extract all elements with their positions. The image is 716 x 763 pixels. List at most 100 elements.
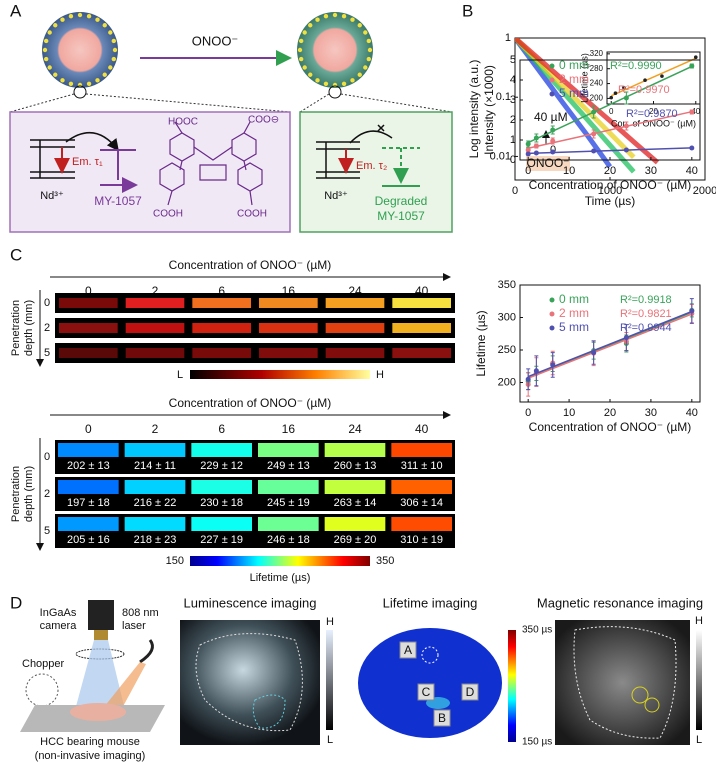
panel-label: C — [10, 245, 22, 264]
shell-dot — [298, 38, 304, 44]
legend-label: 5 mm — [559, 320, 589, 334]
lifetime-strip — [258, 480, 319, 494]
shell-dot — [43, 56, 49, 62]
shell-dot — [315, 17, 320, 22]
intensity-strip — [125, 348, 185, 358]
panel-label: B — [462, 1, 473, 20]
column-label: 0 — [85, 284, 92, 298]
point — [591, 131, 597, 137]
y-tick-label: 280 — [590, 64, 604, 73]
degraded-label: Degraded — [375, 194, 428, 208]
group-label: COO⊖ — [248, 115, 279, 126]
intensity-strip — [192, 298, 251, 308]
intensity-strip — [259, 348, 318, 358]
legend-label: 0 mm — [559, 292, 589, 306]
strip-bg — [55, 514, 455, 548]
y-axis-label: Log intensity (a.u.) — [467, 60, 481, 159]
laser-label: laser — [122, 620, 146, 632]
row-label: 2 — [44, 488, 50, 500]
lifetime-strip — [191, 480, 252, 494]
r2-label: R²=0.9990 — [610, 60, 662, 72]
shell-dot — [53, 23, 58, 28]
map-title: Concentration of ONOO⁻ (µM) — [169, 396, 332, 410]
intensity-strip — [125, 298, 185, 308]
r2-label: R²=0.9970 — [618, 84, 670, 96]
point — [693, 55, 698, 59]
panel-label: A — [10, 1, 22, 20]
y-axis-label: Lifetime (µs) — [579, 53, 589, 103]
lifetime-value: 214 ± 11 — [134, 460, 176, 472]
shell-dot — [323, 81, 329, 87]
y-tick-label: 1 — [505, 32, 511, 44]
colorbar — [190, 556, 370, 566]
shell-dot — [315, 78, 320, 83]
panel-label: D — [10, 593, 22, 612]
row-label: 5 — [44, 347, 50, 359]
shell-dot — [111, 38, 117, 44]
fit-line — [527, 310, 693, 378]
shell-dot — [367, 47, 373, 53]
shell-dot — [298, 56, 304, 62]
shell-dot — [363, 30, 368, 35]
x-tick-label: 0 — [609, 107, 614, 116]
column-label: 2 — [152, 284, 159, 298]
legend-marker — [549, 311, 555, 317]
row-label: 5 — [44, 525, 50, 537]
lifetime-value: 227 ± 19 — [200, 534, 243, 546]
tumor — [644, 697, 660, 713]
shell-dot — [95, 17, 100, 22]
lifetime-value: 263 ± 14 — [334, 497, 377, 509]
x-axis-label: Con. of ONOO⁻ (µM) — [611, 118, 696, 128]
point — [533, 150, 539, 156]
zoom-lines — [9, 93, 453, 113]
lifetime-strip — [58, 443, 119, 457]
degraded-label: MY-1057 — [377, 209, 425, 223]
lifetime-strip — [58, 480, 119, 494]
point — [623, 95, 629, 101]
point — [525, 151, 531, 157]
strip-bg — [55, 477, 455, 511]
fit-line — [528, 110, 692, 149]
colorbar-min: 150 µs — [522, 737, 552, 748]
intensity-strip — [392, 323, 451, 333]
lifetime-value: 269 ± 20 — [334, 534, 377, 546]
region-a — [421, 646, 439, 664]
shell-dot — [332, 12, 338, 18]
shell-dot — [308, 23, 313, 28]
legend-label: 2 mm — [559, 306, 589, 320]
point — [689, 63, 695, 69]
colorbar — [696, 630, 702, 730]
lifetime-strip — [391, 443, 452, 457]
legend-label: 2 mm — [559, 72, 589, 86]
plot-frame — [606, 51, 701, 105]
lifetime-value: 230 ± 18 — [200, 497, 243, 509]
ion-label: Nd³⁺ — [40, 190, 64, 202]
lifetime-strip — [258, 517, 319, 531]
fiber — [139, 639, 154, 664]
colorbar — [326, 630, 333, 730]
x-tick-label: 0 — [525, 165, 531, 177]
legend-marker — [549, 297, 555, 303]
shell-dot — [77, 12, 83, 18]
point — [533, 143, 539, 149]
image-title: Magnetic resonance imaging — [537, 595, 703, 610]
ion-label: Nd³⁺ — [324, 190, 348, 202]
laser-label: 808 nm — [122, 607, 159, 619]
point — [525, 141, 531, 147]
blocked-arrow — [349, 124, 393, 144]
depth-label: depth (mm) — [23, 300, 35, 356]
y-tick-label: 320 — [590, 49, 604, 58]
emission-label: Em. τ₁ — [72, 156, 103, 168]
point — [550, 138, 556, 144]
x-tick-label: 40 — [691, 107, 700, 116]
column-label: 0 — [85, 422, 92, 436]
region-box — [399, 641, 417, 659]
lifetime-strip — [124, 517, 186, 531]
point — [623, 335, 629, 341]
region-box — [461, 683, 479, 701]
y-tick-label: 250 — [498, 344, 516, 356]
intensity-strip — [325, 348, 385, 358]
point — [525, 376, 531, 382]
decay-curve — [515, 38, 660, 165]
